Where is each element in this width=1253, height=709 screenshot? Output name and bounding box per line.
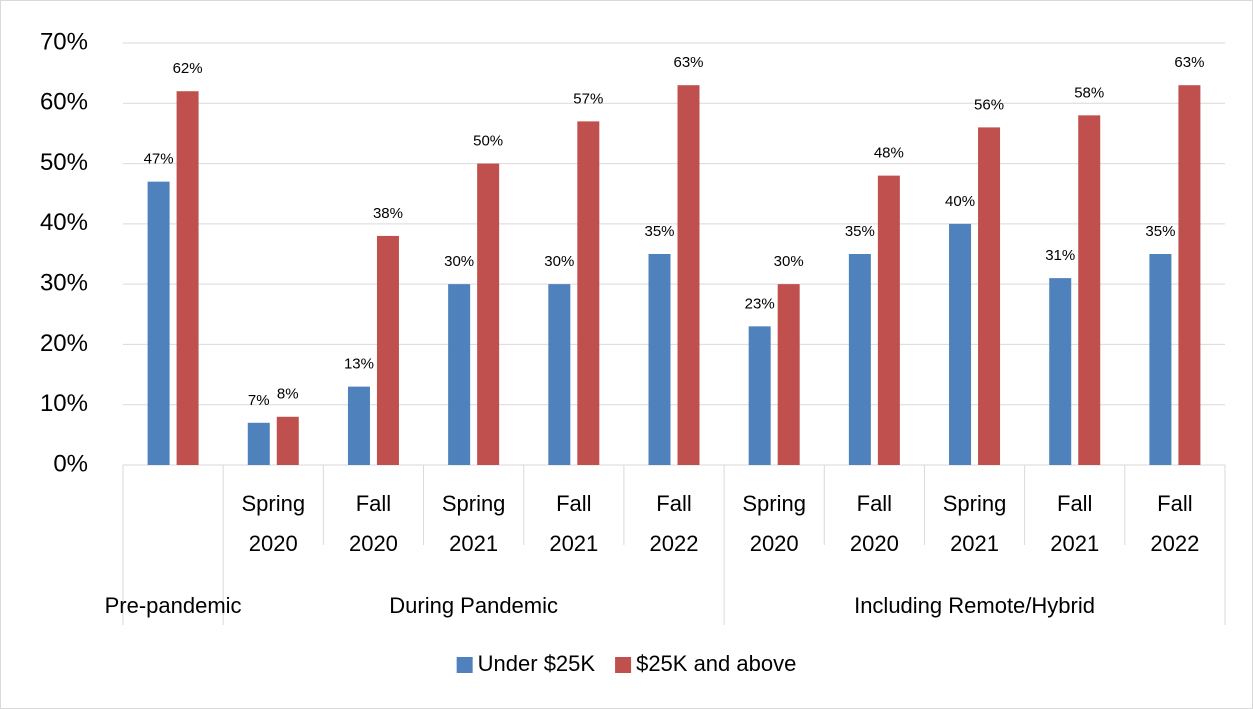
legend-swatch bbox=[615, 657, 632, 673]
value-label: 7% bbox=[248, 392, 270, 409]
value-label: 58% bbox=[1074, 84, 1104, 101]
bar bbox=[147, 181, 170, 465]
value-label: 63% bbox=[673, 54, 703, 71]
y-tick-label: 0% bbox=[53, 450, 88, 477]
value-label: 56% bbox=[974, 96, 1004, 113]
bar bbox=[448, 284, 471, 465]
bar bbox=[648, 254, 671, 465]
x-tick-label: Spring 2021 bbox=[943, 491, 1007, 556]
y-tick-label: 70% bbox=[40, 28, 88, 55]
bar bbox=[777, 284, 800, 465]
x-tick-label: Fall 2022 bbox=[1150, 491, 1199, 556]
value-label: 48% bbox=[874, 145, 904, 162]
x-tick-label: Fall 2020 bbox=[349, 491, 398, 556]
bar bbox=[877, 175, 900, 465]
group-label: Including Remote/Hybrid bbox=[854, 593, 1095, 618]
value-label: 35% bbox=[1145, 223, 1175, 240]
bar bbox=[949, 223, 972, 465]
value-label: 30% bbox=[544, 253, 574, 270]
x-tick-label: Fall 2022 bbox=[650, 491, 699, 556]
bar bbox=[548, 284, 571, 465]
legend-swatch bbox=[456, 657, 473, 673]
bar bbox=[748, 326, 771, 465]
group-label: Pre-pandemic bbox=[105, 593, 242, 618]
bar bbox=[848, 254, 871, 465]
x-tick-label: Spring 2020 bbox=[742, 491, 806, 556]
value-label: 31% bbox=[1045, 247, 1075, 264]
value-label: 13% bbox=[344, 356, 374, 373]
value-label: 35% bbox=[845, 223, 875, 240]
bar bbox=[376, 235, 399, 465]
value-label: 35% bbox=[644, 223, 674, 240]
value-label: 62% bbox=[173, 60, 203, 77]
value-label: 8% bbox=[277, 386, 299, 403]
legend-label: $25K and above bbox=[636, 651, 796, 676]
bar bbox=[276, 416, 299, 465]
bar bbox=[1178, 85, 1201, 465]
legend-item: Under $25K bbox=[456, 651, 596, 676]
y-tick-label: 50% bbox=[40, 149, 88, 176]
value-label: 63% bbox=[1174, 54, 1204, 71]
bar bbox=[477, 163, 500, 466]
bar bbox=[978, 127, 1001, 466]
x-tick-label: Spring 2020 bbox=[241, 491, 305, 556]
y-tick-label: 40% bbox=[40, 209, 88, 236]
legend-label: Under $25K bbox=[478, 651, 596, 676]
bar bbox=[1078, 115, 1101, 465]
bar bbox=[1149, 254, 1172, 465]
value-label: 47% bbox=[144, 151, 174, 168]
y-tick-label: 30% bbox=[40, 269, 88, 296]
x-tick-label: Fall 2021 bbox=[549, 491, 598, 556]
group-label: During Pandemic bbox=[389, 593, 558, 618]
y-tick-label: 60% bbox=[40, 89, 88, 116]
bar bbox=[247, 422, 270, 465]
value-label: 40% bbox=[945, 193, 975, 210]
y-tick-label: 10% bbox=[40, 390, 88, 417]
bar bbox=[176, 91, 199, 465]
bar bbox=[1049, 278, 1072, 465]
value-label: 38% bbox=[373, 205, 403, 222]
legend-item: $25K and above bbox=[615, 651, 796, 676]
value-label: 57% bbox=[573, 90, 603, 107]
bar bbox=[347, 386, 370, 465]
x-tick-label: Fall 2021 bbox=[1050, 491, 1099, 556]
value-label: 50% bbox=[473, 133, 503, 150]
value-label: 23% bbox=[745, 295, 775, 312]
y-tick-label: 20% bbox=[40, 330, 88, 357]
bar bbox=[577, 121, 600, 465]
value-label: 30% bbox=[774, 253, 804, 270]
value-label: 30% bbox=[444, 253, 474, 270]
x-tick-label: Spring 2021 bbox=[442, 491, 506, 556]
x-tick-label: Fall 2020 bbox=[850, 491, 899, 556]
bar bbox=[677, 85, 700, 465]
